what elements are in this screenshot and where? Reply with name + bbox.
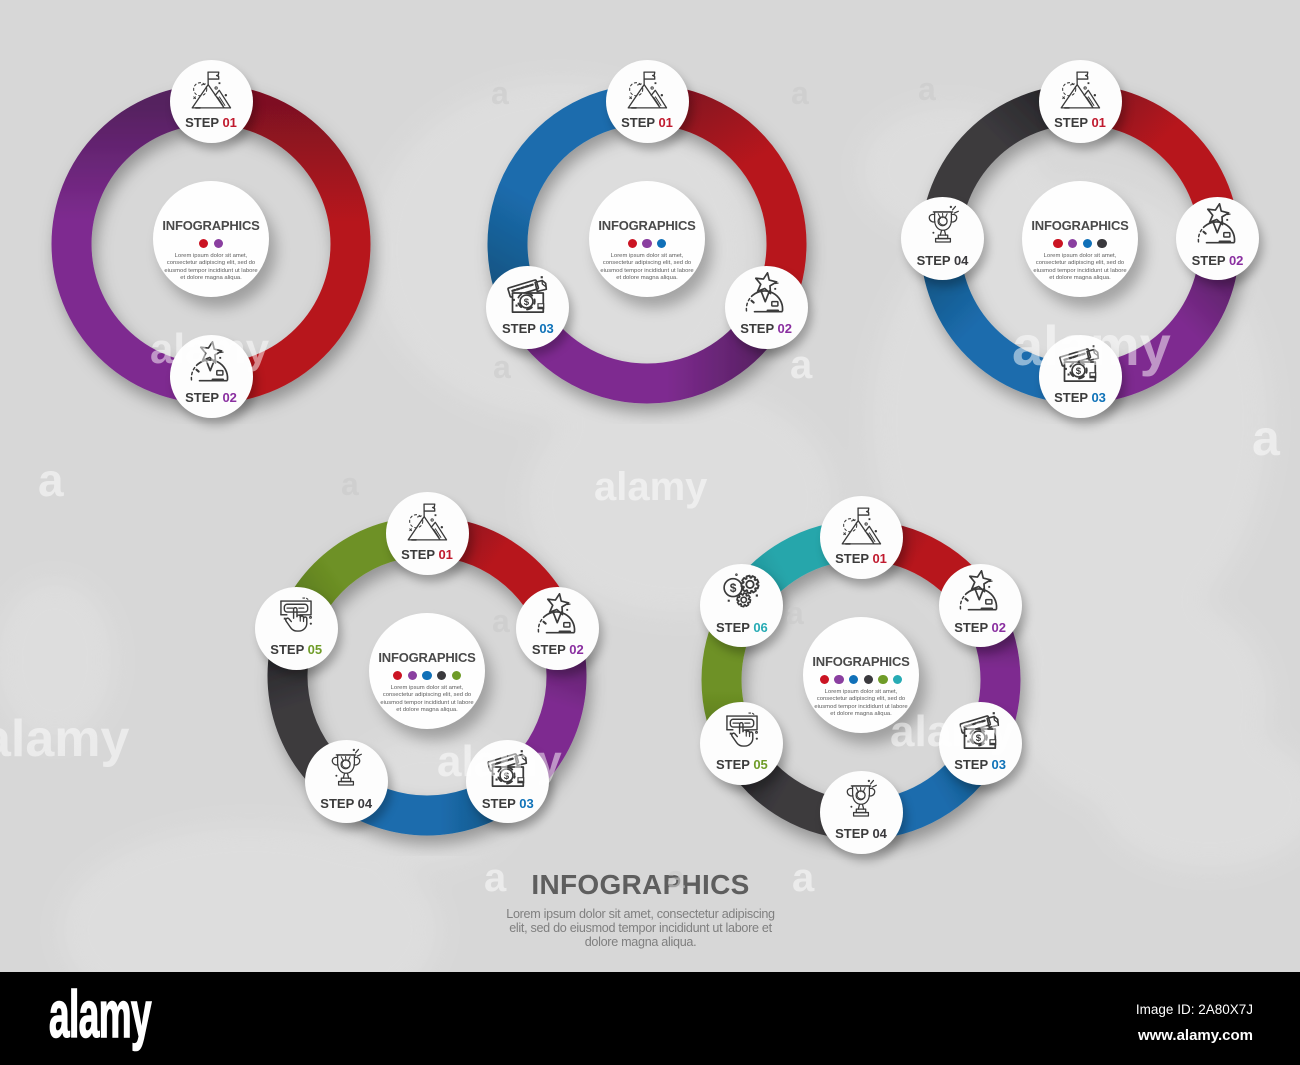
svg-text:$: $ xyxy=(730,581,737,595)
svg-text:alamy: alamy xyxy=(594,465,708,509)
svg-text:a: a xyxy=(1252,410,1281,466)
svg-text:a: a xyxy=(491,75,509,111)
svg-text:a: a xyxy=(493,349,511,385)
svg-text:alamy: alamy xyxy=(437,737,562,786)
svg-text:$: $ xyxy=(976,733,982,744)
svg-text:alamy: alamy xyxy=(150,325,270,372)
svg-text:a: a xyxy=(492,603,510,639)
svg-text:a: a xyxy=(38,454,64,506)
svg-text:a: a xyxy=(792,856,815,900)
svg-text:alamy: alamy xyxy=(890,707,1015,756)
svg-text:alamy: alamy xyxy=(0,710,130,768)
svg-text:a: a xyxy=(786,595,804,631)
svg-text:a: a xyxy=(667,859,685,895)
svg-text:$: $ xyxy=(504,771,510,782)
svg-text:alamy: alamy xyxy=(1012,314,1171,377)
svg-text:a: a xyxy=(918,71,936,107)
svg-text:$: $ xyxy=(524,297,530,308)
svg-text:a: a xyxy=(341,466,359,502)
svg-text:$: $ xyxy=(1076,365,1082,376)
svg-text:a: a xyxy=(790,343,813,387)
svg-text:a: a xyxy=(484,856,507,900)
svg-text:a: a xyxy=(791,75,809,111)
